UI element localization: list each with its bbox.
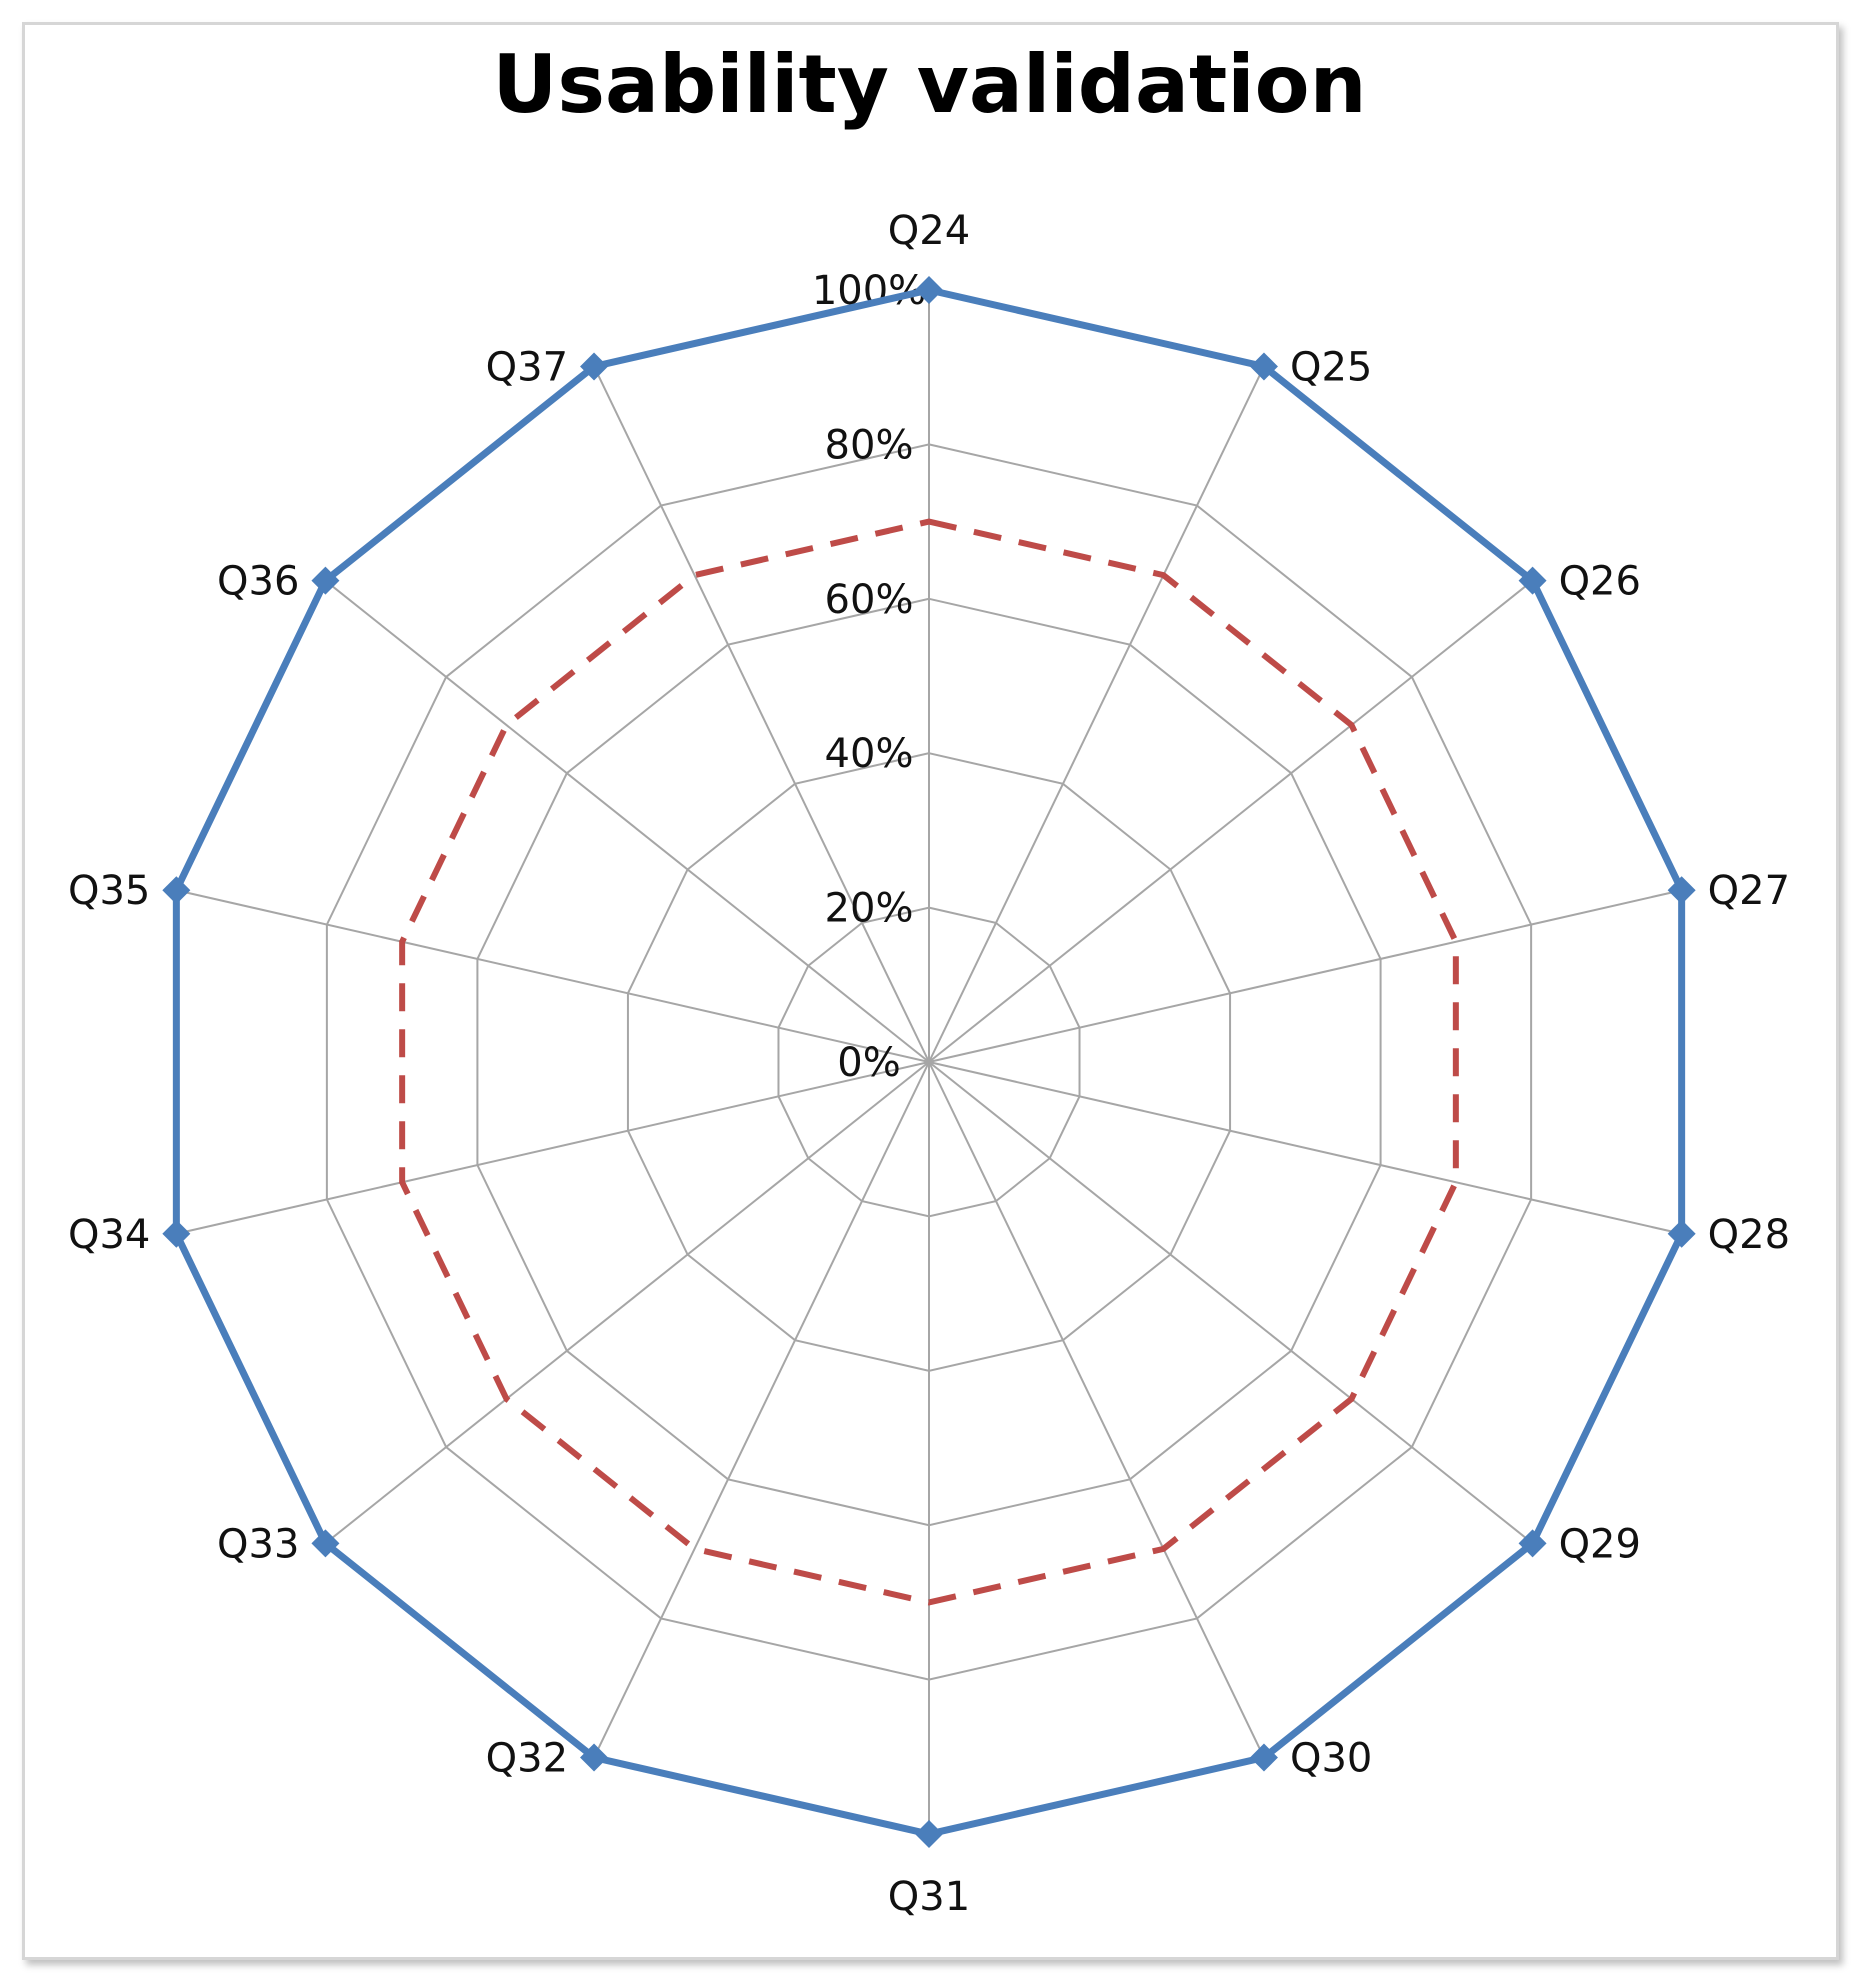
radial-tick-label: 40%	[825, 731, 914, 777]
grid-spoke-q29	[928, 1061, 1534, 1545]
series-marker-q24	[915, 276, 943, 304]
category-labels: Q24 Q25 Q26 Q27 Q28 Q29 Q30 Q31 Q32 Q33 Q34 Q35 Q36 Q…	[68, 208, 1790, 1920]
category-label-q28: Q28	[1708, 1212, 1790, 1258]
series-marker-q36	[311, 566, 340, 595]
radar-series	[162, 276, 1696, 1848]
series-marker-q29	[1518, 1529, 1547, 1558]
radial-tick-label: 60%	[825, 577, 914, 623]
series-marker-q28	[1667, 1219, 1696, 1248]
category-label-q37: Q37	[486, 344, 568, 390]
grid-spoke-q33	[324, 1061, 930, 1545]
series-line-threshold	[399, 518, 1459, 1606]
series-marker-q33	[311, 1529, 340, 1558]
category-label-q24: Q24	[888, 208, 970, 254]
series-marker-q32	[580, 1743, 609, 1772]
category-label-q34: Q34	[68, 1212, 150, 1258]
category-label-q25: Q25	[1290, 344, 1372, 390]
series-marker-q26	[1518, 566, 1547, 595]
grid-spoke-q32	[593, 1061, 930, 1758]
series-marker-q31	[915, 1820, 943, 1848]
grid-spoke-q34	[176, 1061, 930, 1235]
radial-tick-labels: 0%20%40%60%80%100%	[812, 268, 926, 1086]
radial-tick-label: 20%	[825, 886, 914, 932]
series-marker-q27	[1667, 876, 1696, 905]
series-marker-q25	[1249, 352, 1278, 381]
series-marker-q37	[580, 352, 609, 381]
grid-spoke-q28	[928, 1061, 1682, 1235]
grid-spoke-q30	[928, 1061, 1265, 1758]
grid-spoke-q36	[324, 579, 930, 1063]
grid-spoke-q27	[928, 889, 1682, 1063]
category-label-q32: Q32	[486, 1736, 568, 1782]
category-label-q33: Q33	[217, 1521, 299, 1567]
category-label-q30: Q30	[1290, 1736, 1372, 1782]
category-label-q31: Q31	[888, 1874, 970, 1920]
category-label-q35: Q35	[68, 868, 150, 914]
category-label-q27: Q27	[1708, 868, 1790, 914]
series-marker-q30	[1249, 1743, 1278, 1772]
series-marker-q34	[162, 1219, 191, 1248]
radial-tick-label: 80%	[825, 422, 914, 468]
radial-tick-label: 0%	[837, 1040, 900, 1086]
grid-spoke-q25	[928, 366, 1265, 1063]
category-label-q36: Q36	[217, 559, 299, 605]
series-marker-q35	[162, 876, 191, 905]
category-label-q29: Q29	[1559, 1521, 1641, 1567]
category-label-q26: Q26	[1559, 559, 1641, 605]
grid-spoke-q26	[928, 579, 1534, 1063]
chart-title: Usability validation	[492, 38, 1367, 131]
radar-grid	[175, 288, 1683, 1836]
grid-spoke-q35	[176, 889, 930, 1063]
chart-frame	[22, 22, 1839, 1960]
grid-spoke-q37	[593, 366, 930, 1063]
